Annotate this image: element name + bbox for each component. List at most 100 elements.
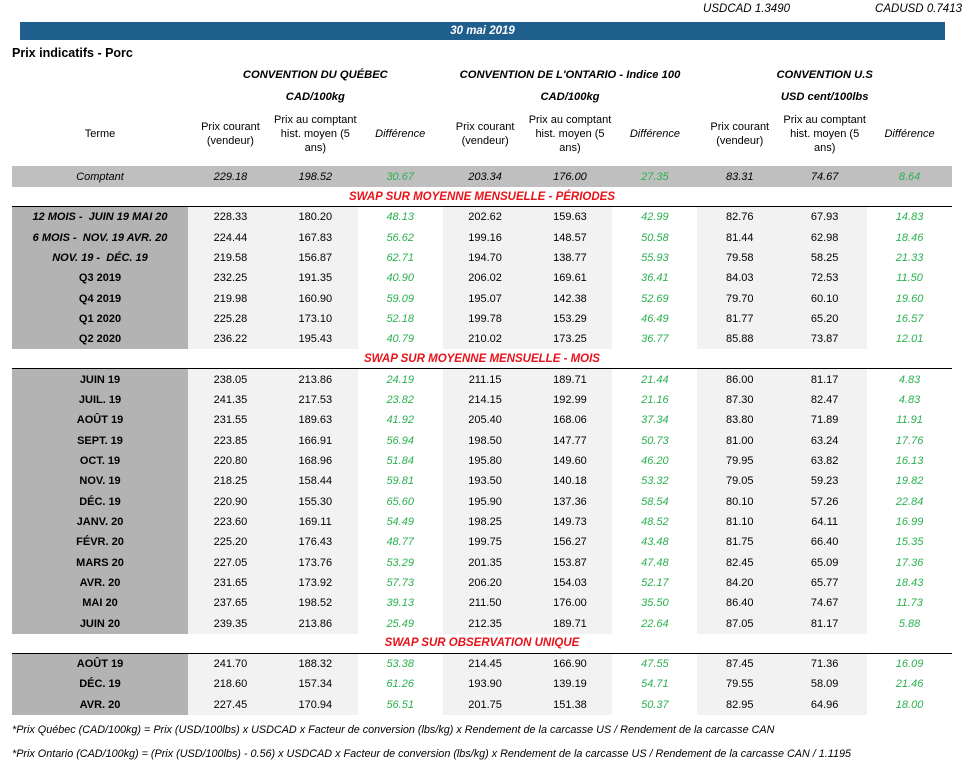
price-cell: 173.10 — [272, 308, 358, 330]
group-unit-ontario: CAD/100kg — [540, 91, 600, 103]
table-row: JUIN 19 238.05 213.86 24.19 211.15 189.71 21.4… — [12, 369, 952, 390]
terme-cell: SEPT. 19 — [12, 430, 188, 451]
price-cell: 87.05 — [697, 613, 783, 634]
price-cell: 148.57 — [527, 227, 613, 248]
terme-cell: NOV. 19 — [12, 471, 188, 492]
price-cell: 154.03 — [527, 572, 613, 594]
difference-cell: 57.73 — [357, 572, 443, 594]
col-header-current: Prix courant (vendeur) — [710, 121, 770, 147]
difference-cell: 36.41 — [612, 268, 698, 289]
difference-cell: 50.58 — [612, 227, 698, 248]
price-cell: 58.09 — [782, 674, 868, 695]
price-cell: 210.02 — [442, 329, 528, 350]
price-cell: 220.90 — [188, 491, 273, 512]
price-cell: 236.22 — [188, 329, 273, 350]
difference-cell: 36.77 — [612, 329, 698, 350]
difference-cell: 53.29 — [357, 552, 443, 573]
price-cell: 64.11 — [782, 511, 868, 533]
price-cell: 153.87 — [527, 552, 613, 573]
terme-cell: AVR. 20 — [12, 572, 188, 594]
price-cell: 63.82 — [782, 450, 868, 472]
price-cell: 85.88 — [697, 329, 783, 350]
difference-cell: 41.92 — [357, 410, 443, 431]
price-cell: 193.90 — [442, 674, 528, 695]
table-row: Q4 2019 219.98 160.90 59.09 195.07 142.38 52.6… — [12, 288, 952, 309]
price-cell: 239.35 — [188, 613, 273, 634]
difference-cell: 18.43 — [867, 572, 952, 594]
difference-cell: 4.83 — [867, 389, 952, 411]
price-cell: 205.40 — [442, 410, 528, 431]
price-cell: 224.44 — [188, 227, 273, 248]
difference-cell: 16.13 — [867, 450, 952, 472]
price-cell: 81.17 — [782, 369, 868, 390]
difference-cell: 48.77 — [357, 532, 443, 553]
section-rows: JUIN 19 238.05 213.86 24.19 211.15 189.71 21.4… — [12, 368, 952, 634]
difference-cell: 53.32 — [612, 471, 698, 492]
table-row: NOV. 19 - DÉC. 19 219.58 156.87 62.71 194.70… — [12, 247, 952, 269]
price-cell: 87.45 — [697, 653, 783, 675]
price-cell: 199.78 — [442, 308, 528, 330]
difference-cell: 48.52 — [612, 511, 698, 533]
cadusd-label: CADUSD — [875, 3, 924, 15]
terme-cell: 12 MOIS - JUIN 19 MAI 20 — [12, 207, 188, 228]
difference-cell: 56.51 — [357, 694, 443, 715]
price-cell: 189.71 — [527, 369, 613, 390]
price-cell: 173.92 — [272, 572, 358, 594]
difference-cell: 47.48 — [612, 552, 698, 573]
table-row: DÉC. 19 218.60 157.34 61.26 193.90 139.19 54.7… — [12, 674, 952, 695]
table-row: OCT. 19 220.80 168.96 51.84 195.80 149.60 46.2… — [12, 450, 952, 472]
terme-cell: Q1 2020 — [12, 308, 188, 330]
difference-cell: 50.73 — [612, 430, 698, 451]
price-cell: 180.20 — [272, 207, 358, 228]
column-headers-row: Terme Prix courant (vendeur) Prix au com… — [12, 104, 952, 166]
price-cell: 84.03 — [697, 268, 783, 289]
price-cell: 153.29 — [527, 308, 613, 330]
price-cell: 83.31 — [697, 166, 783, 187]
price-cell: 87.30 — [697, 389, 783, 411]
price-cell: 167.83 — [272, 227, 358, 248]
price-cell: 229.18 — [188, 166, 273, 187]
table-row: AOÛT 19 241.70 188.32 53.38 214.45 166.90 47.5… — [12, 653, 952, 675]
price-cell: 212.35 — [442, 613, 528, 634]
price-cell: 64.96 — [782, 694, 868, 715]
price-cell: 72.53 — [782, 268, 868, 289]
price-cell: 198.52 — [272, 166, 358, 187]
price-cell: 214.45 — [442, 653, 528, 675]
col-header-diff: Différence — [629, 128, 680, 141]
price-cell: 168.06 — [527, 410, 613, 431]
price-cell: 232.25 — [188, 268, 273, 289]
table-row: JUIN 20 239.35 213.86 25.49 212.35 189.71 22.6… — [12, 613, 952, 634]
difference-cell: 58.54 — [612, 491, 698, 512]
group-title-ontario: CONVENTION DE L'ONTARIO - Indice 100 — [459, 69, 681, 81]
terme-cell: AVR. 20 — [12, 694, 188, 715]
price-cell: 227.05 — [188, 552, 273, 573]
price-cell: 198.52 — [272, 593, 358, 614]
price-cell: 195.07 — [442, 288, 528, 309]
price-cell: 199.16 — [442, 227, 528, 248]
difference-cell: 40.79 — [357, 329, 443, 350]
difference-cell: 21.33 — [867, 247, 952, 269]
price-cell: 86.00 — [697, 369, 783, 390]
table-row: SEPT. 19 223.85 166.91 56.94 198.50 147.77 50.… — [12, 430, 952, 451]
difference-cell: 51.84 — [357, 450, 443, 472]
price-cell: 79.95 — [697, 450, 783, 472]
price-cell: 195.43 — [272, 329, 358, 350]
price-cell: 173.76 — [272, 552, 358, 573]
price-cell: 65.09 — [782, 552, 868, 573]
price-cell: 201.35 — [442, 552, 528, 573]
table-row: 6 MOIS - NOV. 19 AVR. 20 224.44 167.83 56.6… — [12, 227, 952, 248]
difference-cell: 59.09 — [357, 288, 443, 309]
price-cell: 198.50 — [442, 430, 528, 451]
price-cell: 81.00 — [697, 430, 783, 451]
price-cell: 65.20 — [782, 308, 868, 330]
price-cell: 199.75 — [442, 532, 528, 553]
difference-cell: 11.50 — [867, 268, 952, 289]
price-cell: 73.87 — [782, 329, 868, 350]
price-cell: 168.96 — [272, 450, 358, 472]
col-header-current: Prix courant (vendeur) — [455, 121, 515, 147]
table-row: 12 MOIS - JUIN 19 MAI 20 228.33 180.20 48.1… — [12, 207, 952, 228]
col-header-hist: Prix au comptant hist. moyen (5 ans) — [783, 114, 866, 154]
price-cell: 213.86 — [272, 369, 358, 390]
price-cell: 238.05 — [188, 369, 273, 390]
table-row: AOÛT 19 231.55 189.63 41.92 205.40 168.06 37.3… — [12, 410, 952, 431]
